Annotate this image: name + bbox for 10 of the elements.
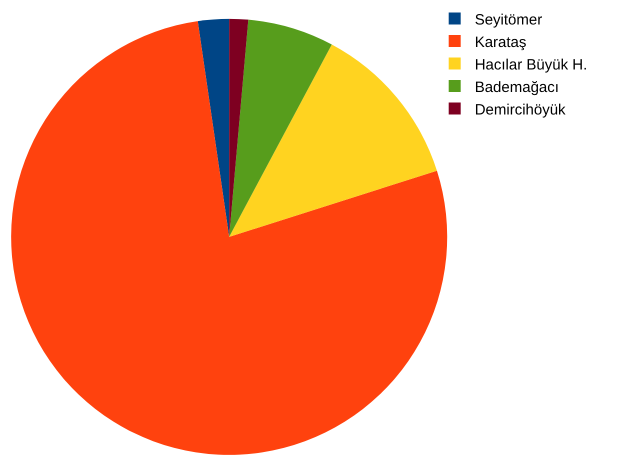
pie-slice <box>229 18 248 237</box>
pie-slice <box>198 18 230 237</box>
legend-label: Demircihöyük <box>474 101 566 118</box>
legend-label: Karataş <box>474 34 526 51</box>
legend-label: Hacılar Büyük H. <box>474 56 588 74</box>
legend-label: Bademağacı <box>474 78 559 96</box>
pie-slice <box>11 21 447 455</box>
legend-label: Seyitömer <box>474 11 542 28</box>
pie-slice <box>229 44 437 237</box>
pie-slice <box>229 20 332 237</box>
